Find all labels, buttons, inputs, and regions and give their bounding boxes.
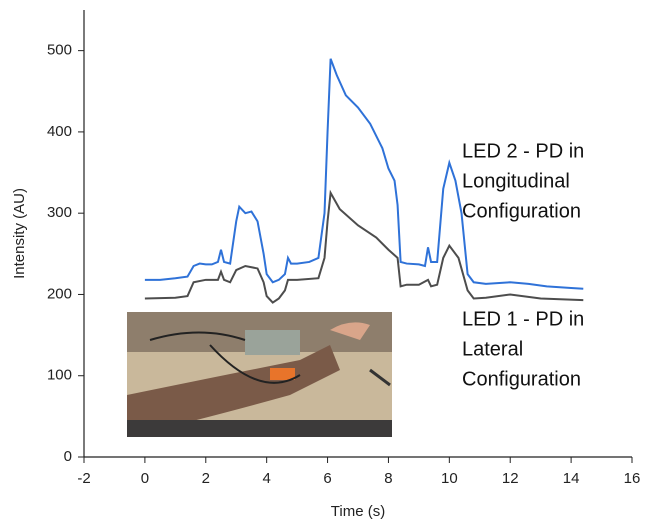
x-tick-label: 8 [384,470,392,487]
data-line [144,58,584,290]
x-tick-label: 2 [202,470,210,487]
x-tick-label: -2 [77,470,90,487]
x-tick-label: 6 [323,470,331,487]
inset-photo [127,312,392,437]
y-tick-label: 100 [47,367,72,384]
annotation: Configuration [462,368,581,390]
x-axis-title: Time (s) [331,503,385,520]
annotation: Configuration [462,200,581,222]
y-tick-label: 300 [47,204,72,221]
y-tick-label: 0 [64,448,72,465]
x-tick-label: 14 [563,470,580,487]
annotation: Longitudinal [462,170,570,192]
x-tick-label: 16 [624,470,641,487]
annotation: LED 2 - PD in [462,140,584,162]
annotation: LED 1 - PD in [462,308,584,330]
x-tick-label: 4 [262,470,270,487]
data-line [144,189,584,304]
x-tick-label: 10 [441,470,458,487]
x-tick-label: 0 [141,470,149,487]
x-tick-label: 12 [502,470,519,487]
y-tick-label: 200 [47,285,72,302]
annotation: Lateral [462,338,523,360]
y-tick-label: 400 [47,123,72,140]
y-axis-title: Intensity (AU) [11,188,28,279]
y-tick-label: 500 [47,42,72,59]
